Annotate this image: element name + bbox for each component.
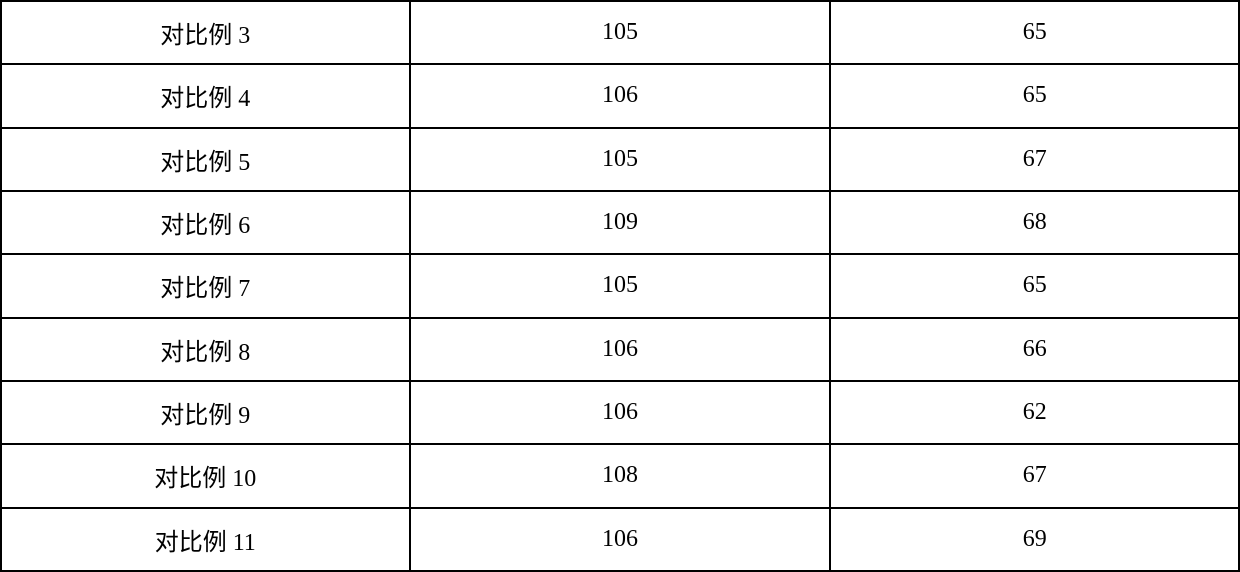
value1-cell: 105 (410, 128, 831, 191)
value1-cell: 109 (410, 191, 831, 254)
row-label-cell: 对比例 11 (1, 508, 410, 571)
row-label-cell: 对比例 10 (1, 444, 410, 507)
value2-cell: 67 (830, 444, 1239, 507)
table-row: 对比例 6 109 68 (1, 191, 1239, 254)
table-row: 对比例 4 106 65 (1, 64, 1239, 127)
table-body: 对比例 3 105 65 对比例 4 106 65 对比例 5 105 67 对… (1, 1, 1239, 571)
table-row: 对比例 5 105 67 (1, 128, 1239, 191)
value1-cell: 108 (410, 444, 831, 507)
value1-cell: 106 (410, 508, 831, 571)
value2-cell: 66 (830, 318, 1239, 381)
row-label-cell: 对比例 3 (1, 1, 410, 64)
value2-cell: 69 (830, 508, 1239, 571)
data-table: 对比例 3 105 65 对比例 4 106 65 对比例 5 105 67 对… (0, 0, 1240, 572)
table-row: 对比例 3 105 65 (1, 1, 1239, 64)
value1-cell: 106 (410, 318, 831, 381)
table-row: 对比例 11 106 69 (1, 508, 1239, 571)
data-table-container: 对比例 3 105 65 对比例 4 106 65 对比例 5 105 67 对… (0, 0, 1240, 572)
table-row: 对比例 8 106 66 (1, 318, 1239, 381)
value2-cell: 65 (830, 254, 1239, 317)
value2-cell: 65 (830, 1, 1239, 64)
row-label-cell: 对比例 9 (1, 381, 410, 444)
value1-cell: 105 (410, 254, 831, 317)
row-label-cell: 对比例 4 (1, 64, 410, 127)
table-row: 对比例 10 108 67 (1, 444, 1239, 507)
row-label-cell: 对比例 6 (1, 191, 410, 254)
table-row: 对比例 7 105 65 (1, 254, 1239, 317)
value2-cell: 65 (830, 64, 1239, 127)
row-label-cell: 对比例 5 (1, 128, 410, 191)
value1-cell: 106 (410, 381, 831, 444)
value2-cell: 62 (830, 381, 1239, 444)
value2-cell: 67 (830, 128, 1239, 191)
row-label-cell: 对比例 8 (1, 318, 410, 381)
table-row: 对比例 9 106 62 (1, 381, 1239, 444)
value2-cell: 68 (830, 191, 1239, 254)
value1-cell: 105 (410, 1, 831, 64)
value1-cell: 106 (410, 64, 831, 127)
row-label-cell: 对比例 7 (1, 254, 410, 317)
